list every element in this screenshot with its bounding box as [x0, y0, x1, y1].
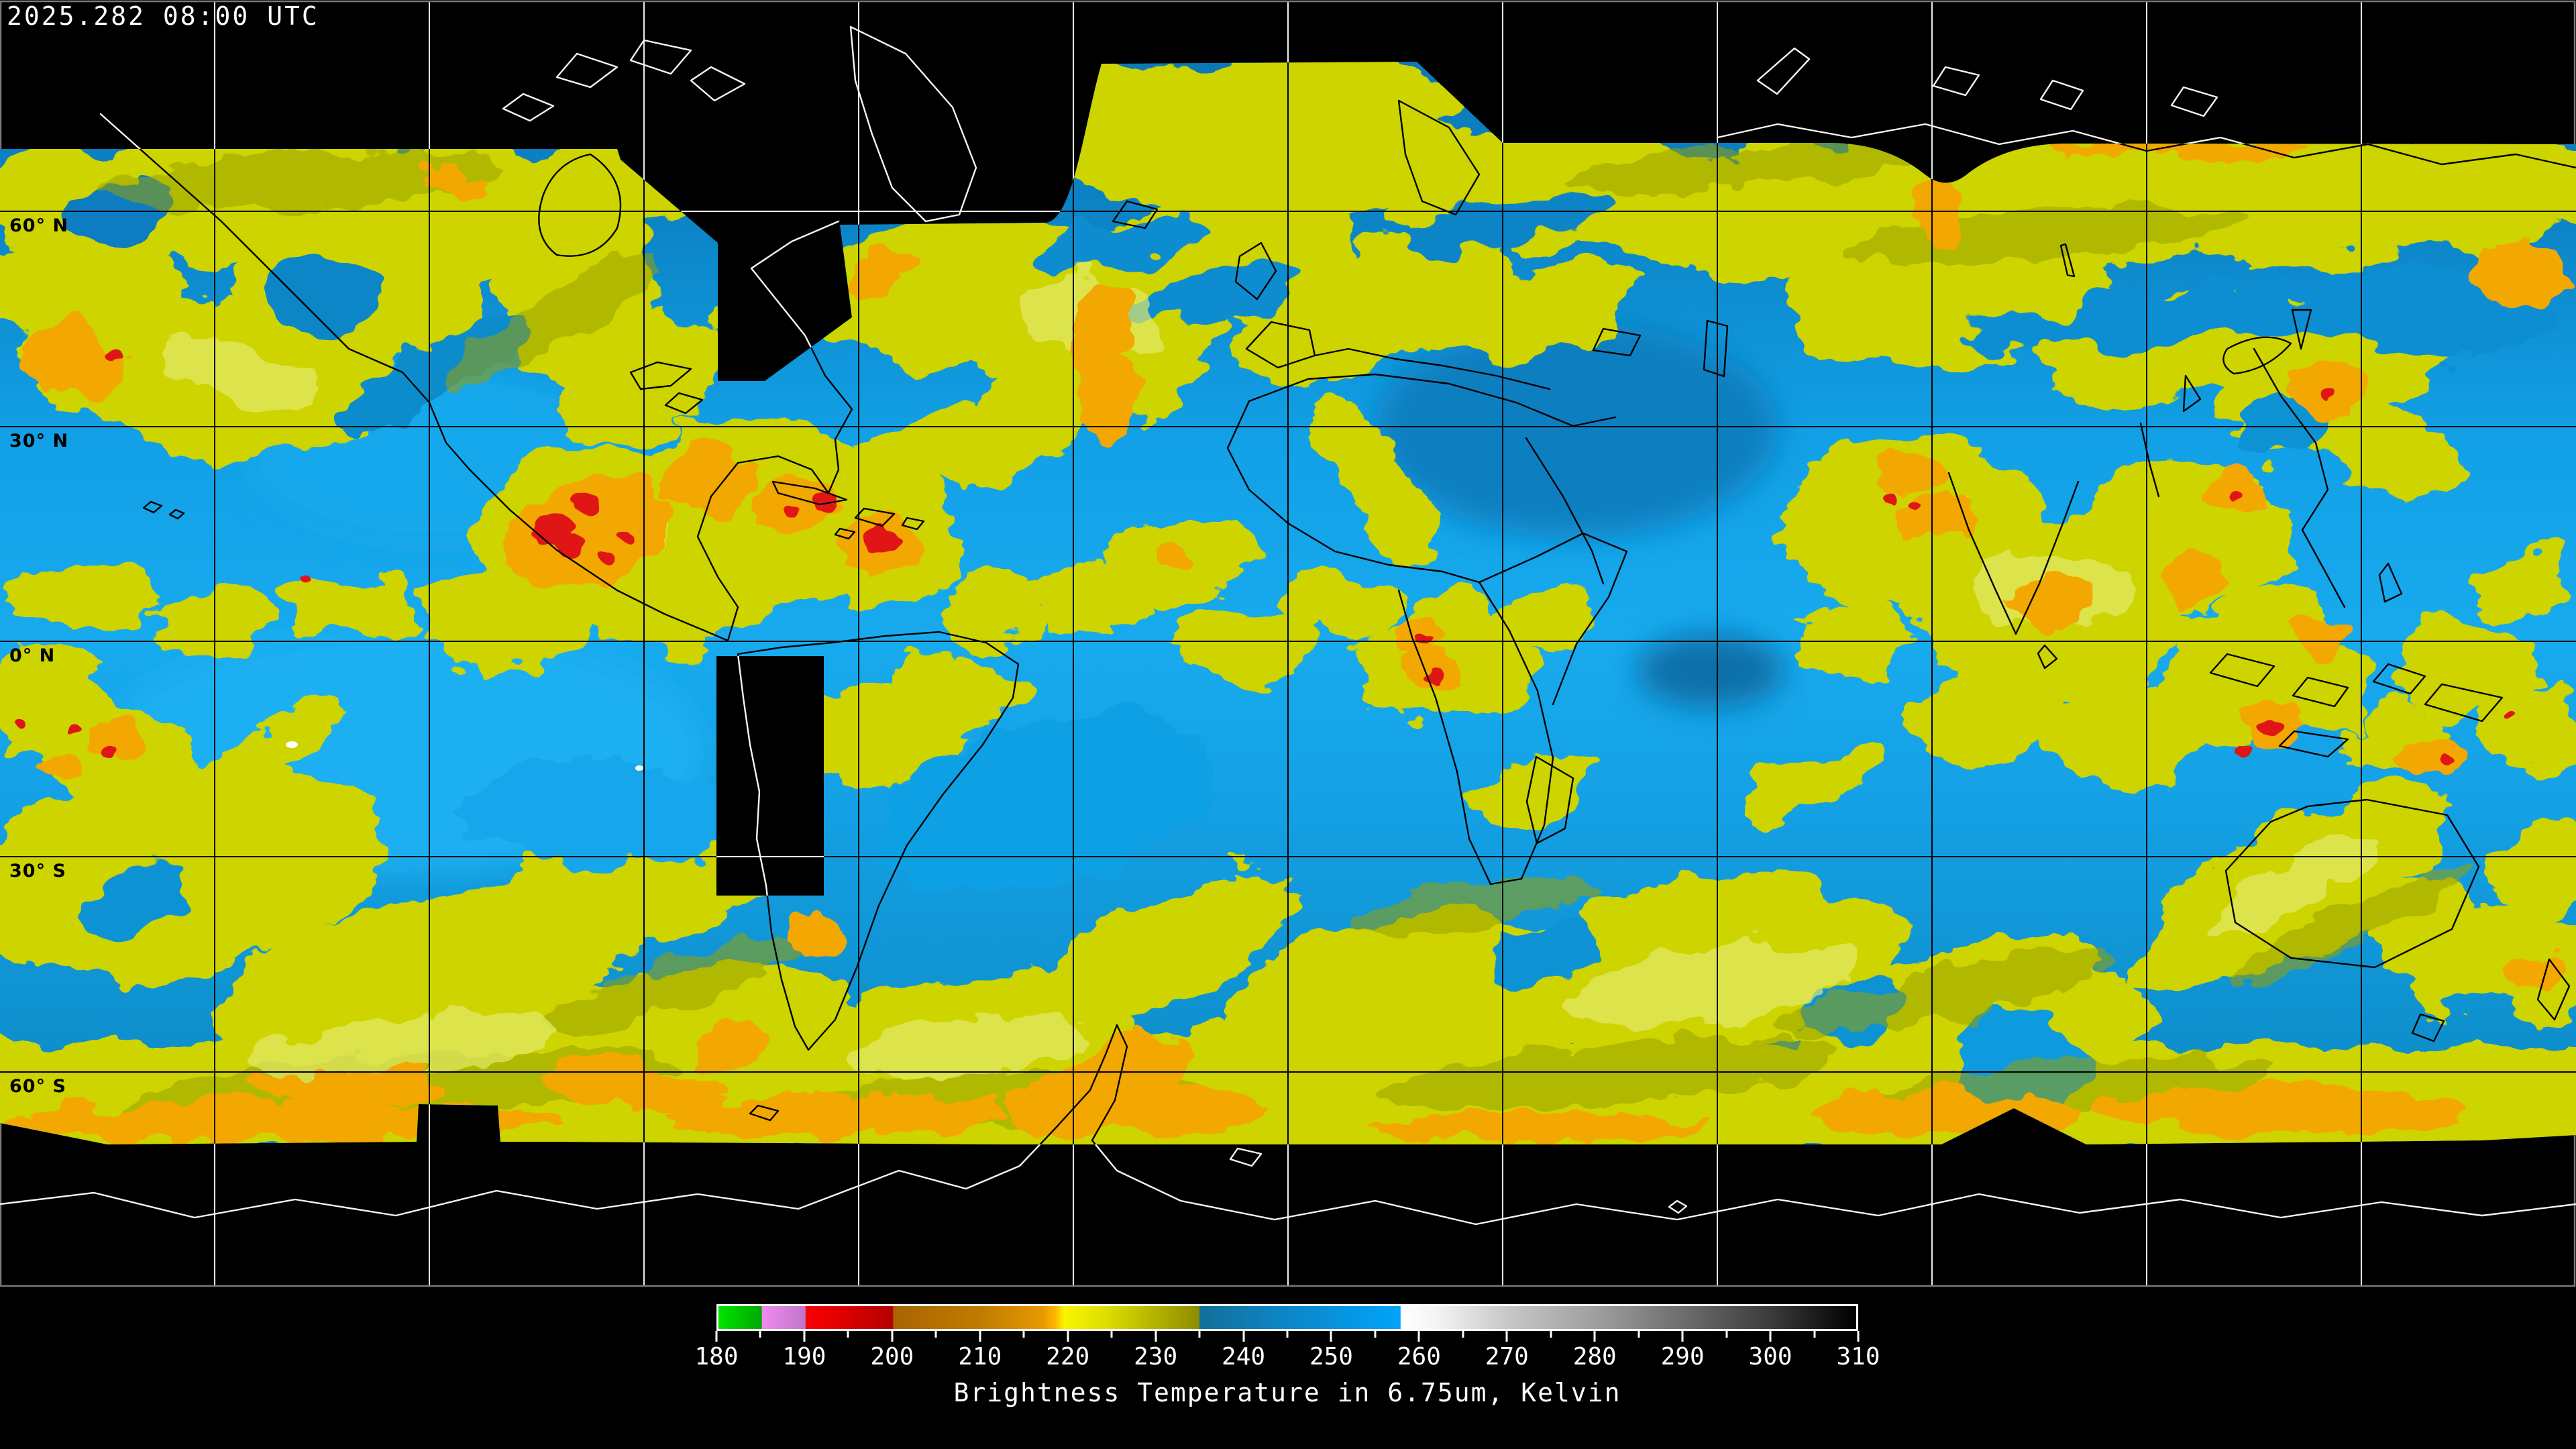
colorbar-ticks [715, 1331, 1860, 1343]
colorbar-tick-label: 230 [1134, 1343, 1178, 1371]
latitude-label-60s: 60° S [9, 1076, 66, 1097]
colorbar-tick-labels: 180 190 200 210 220 230 240 250 260 270 280 290 300 3… [694, 1343, 1880, 1373]
colorbar-tick [1769, 1331, 1772, 1342]
latitude-label-60n: 60° N [9, 215, 69, 236]
colorbar-tick-label: 300 [1748, 1343, 1792, 1371]
colorbar-tick [1110, 1331, 1113, 1338]
colorbar-tick [1505, 1331, 1508, 1342]
colorbar-tick [1638, 1331, 1640, 1338]
colorbar-tick [979, 1331, 981, 1342]
colorbar-tick [1330, 1331, 1332, 1342]
colorbar-gradient [716, 1304, 1858, 1331]
colorbar-caption: Brightness Temperature in 6.75um, Kelvin [953, 1378, 1621, 1407]
colorbar-tick-label: 200 [870, 1343, 914, 1371]
colorbar-tick [1155, 1331, 1157, 1342]
colorbar-tick-label: 290 [1660, 1343, 1705, 1371]
satellite-data-layer [0, 0, 2576, 1288]
timestamp: 2025.282 08:00 UTC [7, 1, 319, 31]
colorbar-tick [1067, 1331, 1069, 1342]
colorbar-tick [1813, 1331, 1816, 1338]
colorbar-tick-label: 190 [782, 1343, 826, 1371]
latitude-label-30s: 30° S [9, 861, 66, 881]
colorbar-tick [847, 1331, 849, 1338]
colorbar-tick-label: 180 [694, 1343, 739, 1371]
colorbar-tick [1681, 1331, 1684, 1342]
colorbar-tick [1286, 1331, 1289, 1338]
colorbar-tick-label: 240 [1222, 1343, 1266, 1371]
latitude-label-30n: 30° N [9, 431, 69, 451]
colorbar-tick [934, 1331, 937, 1338]
colorbar-tick [759, 1331, 761, 1338]
cloud-layer-orange [0, 138, 2569, 1142]
colorbar-tick [1198, 1331, 1201, 1338]
colorbar-tick [1242, 1331, 1245, 1342]
colorbar-tick [1725, 1331, 1728, 1338]
world-map [0, 0, 2576, 1288]
colorbar-tick [1022, 1331, 1025, 1338]
colorbar-tick [1374, 1331, 1377, 1338]
colorbar-tick [1462, 1331, 1464, 1338]
colorbar-tick-label: 260 [1397, 1343, 1441, 1371]
colorbar-tick [1857, 1331, 1860, 1342]
latitude-label-0n: 0° N [9, 645, 56, 666]
colorbar-tick [891, 1331, 894, 1342]
cloud-layer-red [14, 350, 2515, 767]
colorbar-tick [715, 1331, 718, 1342]
colorbar-tick [1550, 1331, 1552, 1338]
colorbar-tick-label: 250 [1309, 1343, 1353, 1371]
colorbar-tick [803, 1331, 806, 1342]
colorbar-tick-label: 210 [958, 1343, 1002, 1371]
colorbar-tick-label: 310 [1836, 1343, 1880, 1371]
white-specks [286, 741, 643, 771]
colorbar-tick [1417, 1331, 1420, 1342]
colorbar: 180 190 200 210 220 230 240 250 260 270 280 290 300 3… [694, 1304, 1880, 1373]
graticule-data [0, 0, 2576, 1288]
colorbar-tick-label: 280 [1572, 1343, 1617, 1371]
colorbar-tick-label: 270 [1485, 1343, 1529, 1371]
colorbar-tick [1593, 1331, 1596, 1342]
colorbar-tick-label: 220 [1046, 1343, 1090, 1371]
